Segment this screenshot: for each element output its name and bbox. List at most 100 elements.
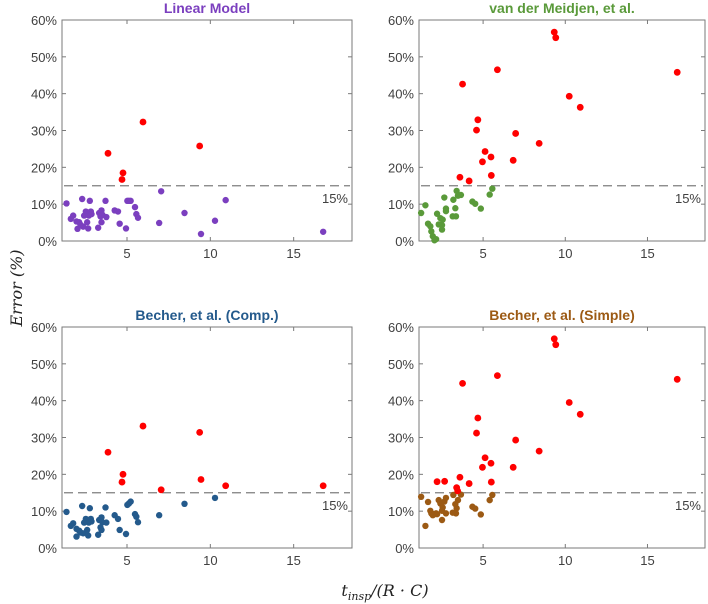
data-point-within: [133, 513, 140, 520]
data-point-within: [450, 491, 457, 499]
data-point-within: [98, 219, 105, 226]
data-point-exceed: [512, 436, 520, 444]
data-point-exceed: [196, 428, 204, 436]
data-point-exceed: [494, 66, 501, 74]
y-tick-label: 30%: [388, 431, 414, 446]
y-tick-label: 10%: [388, 504, 414, 519]
data-point-within: [319, 228, 327, 235]
data-point-exceed: [459, 379, 466, 387]
data-point-within: [155, 219, 163, 227]
panel-title: Becher, et al. (Simple): [489, 307, 635, 323]
data-point-exceed: [474, 414, 482, 422]
data-point-exceed: [196, 142, 204, 150]
x-tick-label: 5: [123, 246, 130, 261]
x-tick-label: 5: [479, 553, 486, 568]
data-point-within: [79, 223, 87, 230]
data-point-within: [127, 197, 134, 205]
data-point-within: [181, 209, 188, 217]
data-point-exceed: [535, 447, 543, 455]
data-point-exceed: [456, 473, 464, 481]
data-point-within: [438, 516, 446, 524]
data-point-within: [442, 494, 450, 502]
y-tick-label: 30%: [31, 124, 57, 139]
data-point-within: [83, 526, 91, 534]
data-point-exceed: [459, 80, 466, 88]
threshold-label: 15%: [675, 498, 701, 513]
data-point-within: [134, 214, 142, 221]
data-point-exceed: [456, 173, 464, 181]
data-point-within: [433, 210, 441, 217]
data-point-within: [98, 526, 105, 534]
data-point-within: [78, 502, 86, 510]
data-point-exceed: [118, 176, 126, 183]
data-point-within: [73, 533, 80, 540]
data-point-exceed: [550, 28, 558, 36]
data-point-within: [438, 226, 446, 233]
data-point-exceed: [479, 158, 486, 166]
y-tick-label: 10%: [31, 197, 57, 212]
data-point-within: [134, 519, 142, 526]
data-point-exceed: [509, 156, 517, 164]
data-point-exceed: [481, 148, 489, 155]
threshold-label: 15%: [675, 191, 701, 206]
data-point-exceed: [487, 478, 495, 486]
data-point-within: [83, 219, 91, 226]
data-point-exceed: [139, 118, 147, 126]
y-tick-label: 0%: [395, 541, 414, 556]
data-point-within: [453, 187, 460, 195]
data-point-within: [103, 213, 110, 221]
x-tick-label: 15: [640, 246, 654, 261]
data-point-exceed: [673, 68, 681, 76]
data-point-exceed: [454, 487, 462, 495]
data-point-within: [63, 200, 70, 207]
y-tick-label: 60%: [388, 13, 414, 28]
data-point-within: [86, 505, 94, 512]
plot-frame: [418, 19, 706, 242]
data-point-within: [453, 505, 460, 512]
data-point-exceed: [487, 172, 495, 179]
data-point-within: [486, 496, 493, 504]
y-tick-label: 0%: [395, 234, 414, 249]
y-tick-label: 20%: [388, 467, 414, 482]
data-point-within: [472, 200, 479, 207]
data-point-exceed: [565, 399, 573, 406]
data-point-within: [122, 530, 130, 538]
data-point-within: [116, 526, 123, 534]
y-tick-label: 40%: [31, 87, 57, 102]
plot-frame: [418, 326, 706, 549]
data-point-within: [439, 216, 446, 223]
data-point-within: [131, 203, 139, 211]
data-point-within: [98, 514, 105, 521]
data-point-within: [417, 493, 425, 501]
data-point-within: [452, 213, 460, 220]
data-point-exceed: [576, 103, 584, 111]
data-point-exceed: [535, 139, 543, 147]
plot-frame: [61, 19, 353, 242]
y-tick-label: 20%: [388, 160, 414, 175]
data-point-within: [417, 209, 425, 217]
data-point-exceed: [479, 463, 486, 471]
data-point-within: [86, 197, 94, 205]
y-tick-label: 30%: [31, 431, 57, 446]
data-point-exceed: [550, 335, 558, 343]
data-point-within: [116, 220, 123, 227]
y-tick-label: 50%: [388, 357, 414, 372]
plot-frame: [61, 326, 353, 549]
x-axis-label-main: t: [341, 581, 348, 600]
x-tick-label: 15: [286, 246, 300, 261]
data-point-exceed: [119, 470, 127, 478]
data-point-exceed: [487, 153, 495, 161]
x-tick-label: 10: [203, 553, 217, 568]
data-point-within: [211, 217, 219, 224]
data-point-exceed: [552, 341, 560, 349]
data-point-exceed: [512, 130, 520, 137]
panel-title: Linear Model: [164, 0, 250, 16]
data-point-exceed: [441, 477, 449, 485]
data-point-within: [78, 195, 86, 203]
data-point-within: [211, 494, 219, 502]
data-point-exceed: [222, 482, 230, 490]
data-point-exceed: [433, 478, 441, 486]
data-point-within: [155, 512, 163, 519]
x-tick-label: 15: [640, 553, 654, 568]
x-tick-label: 15: [286, 553, 300, 568]
